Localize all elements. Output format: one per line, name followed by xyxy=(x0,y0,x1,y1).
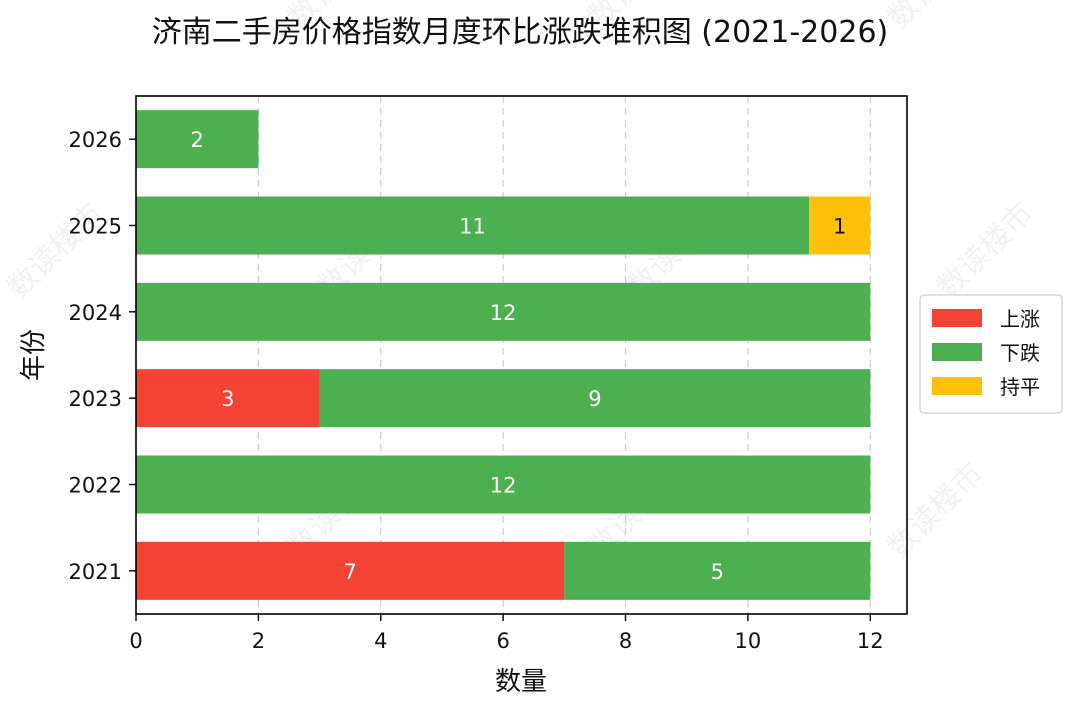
bar-value-label: 9 xyxy=(588,387,601,411)
chart-title: 济南二手房价格指数月度环比涨跌堆积图 (2021-2026) xyxy=(152,15,888,50)
bar-segment xyxy=(136,369,320,428)
bar-segment xyxy=(564,541,871,600)
plot-frame xyxy=(135,95,908,615)
bar-value-label: 3 xyxy=(221,387,234,411)
watermark-text: 数读楼市 xyxy=(881,0,991,36)
x-tick-label: 6 xyxy=(496,629,509,653)
bar-value-label: 12 xyxy=(490,301,517,325)
y-tick-label: 2026 xyxy=(69,128,122,152)
y-tick-label: 2024 xyxy=(69,301,122,325)
legend-swatch xyxy=(932,343,982,361)
bar-value-label: 11 xyxy=(459,215,486,239)
x-tick-label: 4 xyxy=(374,629,387,653)
bar-value-label: 12 xyxy=(490,474,517,498)
watermark-text: 数读楼市 xyxy=(931,196,1041,306)
bar-value-label: 7 xyxy=(343,560,356,584)
y-tick-label: 2022 xyxy=(69,474,122,498)
legend-label: 上涨 xyxy=(1000,307,1040,331)
bar-segment xyxy=(319,369,871,428)
bar-segment xyxy=(136,455,871,514)
y-axis-label: 年份 xyxy=(19,329,49,381)
y-ticks: 2021 2022 2023 2024 2025 2026 xyxy=(69,128,136,584)
legend-label: 持平 xyxy=(1000,375,1040,399)
x-tick-label: 8 xyxy=(619,629,632,653)
x-tick-label: 0 xyxy=(129,629,142,653)
bar-segment xyxy=(136,110,259,169)
y-tick-label: 2021 xyxy=(69,560,122,584)
x-tick-label: 10 xyxy=(735,629,762,653)
y-tick-label: 2025 xyxy=(69,215,122,239)
bar-value-label: 5 xyxy=(711,560,724,584)
x-ticks: 0 2 4 6 8 10 12 xyxy=(129,614,884,653)
legend-swatch xyxy=(932,377,982,395)
y-tick-label: 2023 xyxy=(69,387,122,411)
bar-segment xyxy=(136,282,871,341)
watermark-text: 数读楼市 xyxy=(881,456,991,566)
x-axis-label: 数量 xyxy=(495,667,547,697)
x-tick-label: 12 xyxy=(857,629,884,653)
x-tick-label: 2 xyxy=(252,629,265,653)
bar-value-label: 2 xyxy=(191,128,204,152)
bar-value-label: 1 xyxy=(833,215,846,239)
legend-swatch xyxy=(932,309,982,327)
bar-segment xyxy=(136,196,810,255)
legend-label: 下跌 xyxy=(1000,341,1040,365)
bar-segment xyxy=(136,541,565,600)
watermark-text: 数读楼市 xyxy=(1,196,111,306)
grid xyxy=(135,96,871,614)
bar-segment xyxy=(809,196,871,255)
